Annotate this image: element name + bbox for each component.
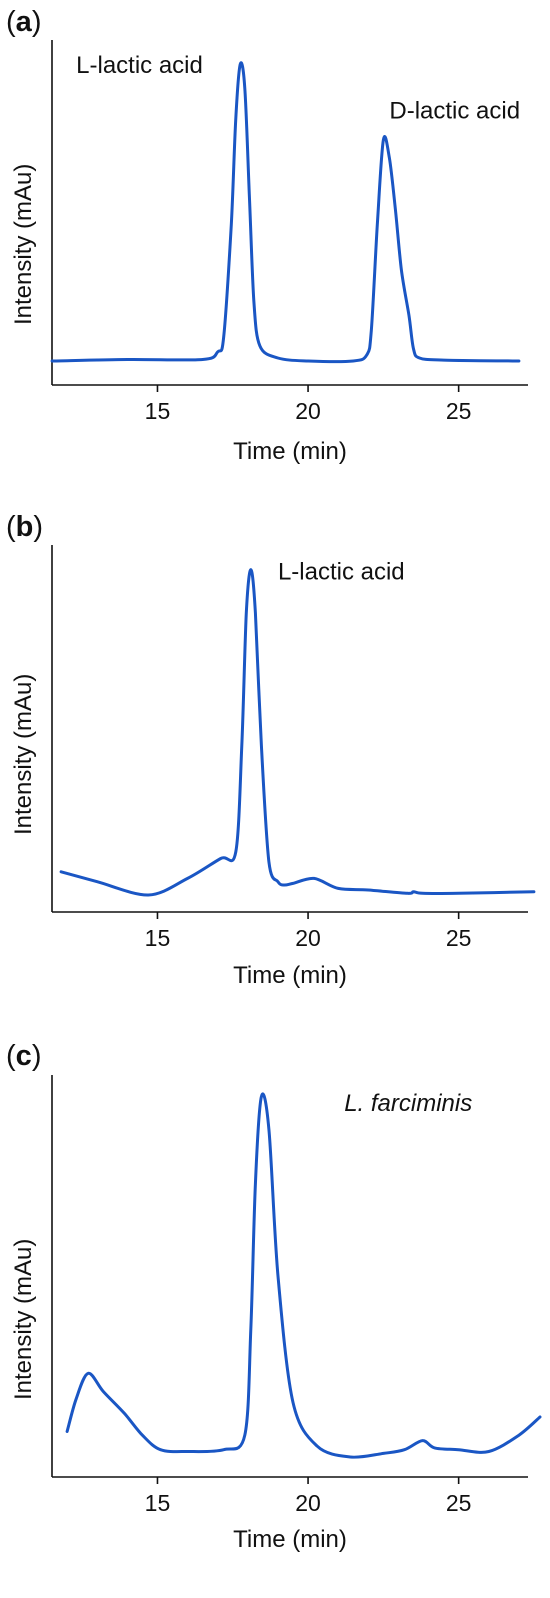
chromatogram-trace xyxy=(65,1092,542,1459)
x-tick-label: 25 xyxy=(446,398,472,424)
chromatogram-trace xyxy=(59,568,536,897)
chart-panel-c: (c) 15 20 25 L. farciminis Intensity (mAu) … xyxy=(0,1040,550,1598)
chart-panel-b: (b) 15 20 25 L-lactic acid Intensity (mAu) … xyxy=(0,505,550,1015)
peak-annotation: L. farciminis xyxy=(344,1090,472,1117)
panel-label-letter: c xyxy=(15,1040,32,1072)
chart-plot-a: 15 20 25 L-lactic acid D-lactic acid xyxy=(50,40,528,424)
peak-annotation: L-lactic acid xyxy=(76,52,203,79)
peak-annotation: D-lactic acid xyxy=(389,98,520,125)
x-tick-label: 20 xyxy=(295,925,321,951)
panel-label: (a) xyxy=(6,6,42,38)
x-tick-label: 15 xyxy=(145,1490,171,1516)
y-axis-label: Intensity (mAu) xyxy=(10,163,37,325)
chart-plot-b: 15 20 25 L-lactic acid xyxy=(51,545,536,951)
panel-label: (c) xyxy=(6,1040,42,1072)
x-tick-label: 20 xyxy=(295,398,321,424)
panel-label-letter: a xyxy=(15,6,32,38)
x-axis-label: Time (min) xyxy=(233,1526,347,1553)
chart-panel-a: (a) 15 20 25 L-lactic acid D-lactic acid Int… xyxy=(0,0,550,490)
peak-annotation: L-lactic acid xyxy=(278,559,405,586)
x-tick-label: 25 xyxy=(446,1490,472,1516)
panel-label-letter: b xyxy=(15,511,34,543)
x-tick-label: 20 xyxy=(295,1490,321,1516)
chromatogram-trace xyxy=(50,61,521,364)
x-tick-label: 15 xyxy=(145,398,171,424)
x-axis-label: Time (min) xyxy=(233,962,347,989)
x-tick-label: 25 xyxy=(446,925,472,951)
y-axis-label: Intensity (mAu) xyxy=(10,673,37,835)
chart-plot-c: 15 20 25 L. farciminis xyxy=(51,1075,542,1516)
y-axis-label: Intensity (mAu) xyxy=(10,1238,37,1400)
x-tick-label: 15 xyxy=(145,925,171,951)
panel-label: (b) xyxy=(6,511,44,543)
x-axis-label: Time (min) xyxy=(233,438,347,465)
